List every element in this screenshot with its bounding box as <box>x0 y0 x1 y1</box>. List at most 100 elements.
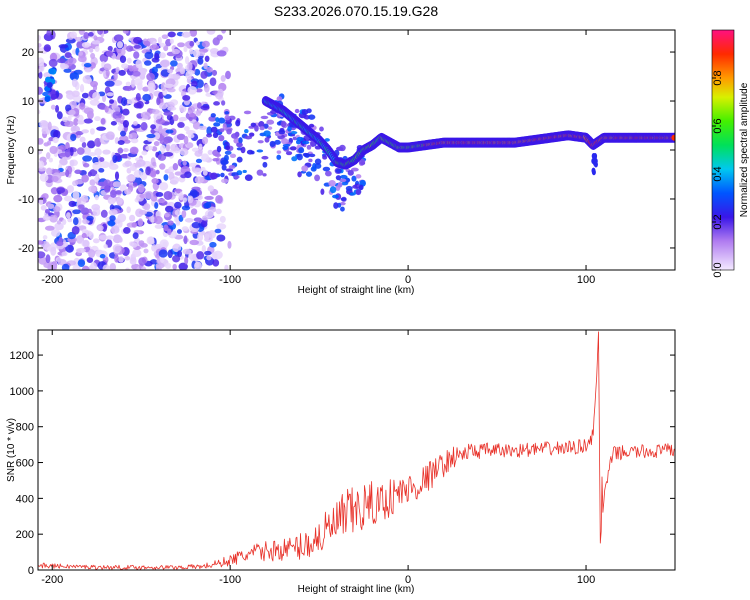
heatmap-cell <box>150 124 156 130</box>
heatmap-cell <box>104 105 109 113</box>
heatmap-cell <box>103 63 112 71</box>
heatmap-cell <box>105 69 110 77</box>
heatmap-cell <box>204 195 214 200</box>
heatmap-cell <box>184 41 191 48</box>
heatmap-cell <box>132 70 141 77</box>
snr-x-axis: -200 -100 0 100 <box>41 330 595 586</box>
y-tick-label: 600 <box>16 458 34 470</box>
heatmap-cell <box>87 140 96 149</box>
heatmap-cell <box>151 66 159 74</box>
heatmap-cell <box>306 144 312 150</box>
heatmap-cell <box>81 265 90 270</box>
heatmap-cell <box>74 169 82 174</box>
heatmap-cell <box>148 239 155 245</box>
heatmap-cell <box>65 244 74 253</box>
heatmap-cell <box>38 68 41 73</box>
heatmap-cell <box>53 129 61 139</box>
heatmap-cell <box>38 86 44 95</box>
heatmap-cell <box>340 197 347 201</box>
heatmap-cell <box>152 161 157 167</box>
heatmap-cell <box>222 123 227 131</box>
heatmap-cell <box>238 137 243 144</box>
heatmap-cell <box>89 99 100 106</box>
heatmap-cell <box>131 222 138 228</box>
heatmap-cell <box>38 160 45 169</box>
heatmap-cell <box>188 116 193 122</box>
heatmap-cell <box>287 126 292 132</box>
heatmap-cell <box>282 146 289 151</box>
heatmap-cell <box>184 256 189 265</box>
heatmap-cell <box>145 166 151 176</box>
heatmap-cell <box>109 263 117 270</box>
heatmap-cell <box>90 62 96 69</box>
heatmap-cell <box>195 158 203 164</box>
heatmap-cell <box>223 154 229 162</box>
heatmap-cell <box>224 111 230 115</box>
heatmap-cell <box>182 248 192 255</box>
heatmap-cell <box>169 178 179 185</box>
heatmap-cell <box>61 116 69 122</box>
heatmap-cell <box>165 143 171 152</box>
heatmap-cell <box>56 111 63 120</box>
heatmap-cell <box>297 171 302 178</box>
heatmap-cell <box>118 236 123 243</box>
heatmap-cell <box>109 99 115 104</box>
heatmap-cell <box>49 145 58 155</box>
heatmap-cell <box>69 72 80 81</box>
heatmap-cell <box>177 250 183 258</box>
heatmap-cell <box>142 93 152 102</box>
heatmap-cell <box>151 244 158 252</box>
heatmap-cell <box>242 169 247 174</box>
heatmap-cell <box>40 205 47 211</box>
heatmap-cell <box>196 102 202 109</box>
heatmap-cell <box>155 262 165 269</box>
heatmap-cell <box>163 174 169 181</box>
heatmap-cell <box>150 216 155 223</box>
y-tick-label: 1200 <box>10 350 34 362</box>
heatmap-cell <box>99 253 106 259</box>
heatmap-cell <box>103 244 108 249</box>
heatmap-cell <box>67 115 72 122</box>
heatmap-cell <box>196 251 205 260</box>
heatmap-cell <box>79 102 86 110</box>
heatmap-cell <box>228 165 236 170</box>
heatmap-cell <box>320 188 325 195</box>
heatmap-cell <box>48 68 55 75</box>
heatmap-cell <box>217 88 224 98</box>
y-tick-label: 0 <box>28 145 34 157</box>
heatmap-cell <box>81 174 89 183</box>
heatmap-cell <box>105 131 115 140</box>
y-tick-label: 200 <box>16 529 34 541</box>
heatmap-cell <box>97 181 107 187</box>
heatmap-cell <box>112 154 118 164</box>
heatmap-cell <box>276 154 282 160</box>
heatmap-cell <box>82 162 90 168</box>
heatmap-cell <box>287 132 293 137</box>
x-tick-label: -200 <box>41 274 63 286</box>
heatmap-cell <box>178 193 184 201</box>
heatmap-cell <box>207 149 213 155</box>
heatmap-cell <box>165 129 174 134</box>
heatmap-cell <box>332 194 340 199</box>
heatmap-cell <box>219 215 226 223</box>
heatmap-cell <box>72 190 80 200</box>
heatmap-cell <box>101 223 108 232</box>
heatmap-cell <box>104 80 115 87</box>
heatmap-cell <box>188 112 196 118</box>
y-tick-label: 1000 <box>10 386 34 398</box>
heatmap-cell <box>243 110 252 115</box>
heatmap-cell <box>174 201 182 209</box>
heatmap-cell <box>126 98 135 105</box>
heatmap-cell <box>147 82 156 92</box>
heatmap-cell <box>269 140 276 148</box>
heatmap-cell <box>128 65 134 72</box>
heatmap-cell <box>94 194 99 201</box>
heatmap-cell <box>181 210 187 218</box>
heatmap-cell <box>94 45 100 52</box>
heatmap-cell <box>267 126 273 130</box>
heatmap-cell <box>91 40 101 45</box>
heatmap-cell <box>89 128 95 135</box>
heatmap-cell <box>88 249 96 258</box>
heatmap-cell <box>143 248 149 254</box>
heatmap-cell <box>134 78 143 86</box>
